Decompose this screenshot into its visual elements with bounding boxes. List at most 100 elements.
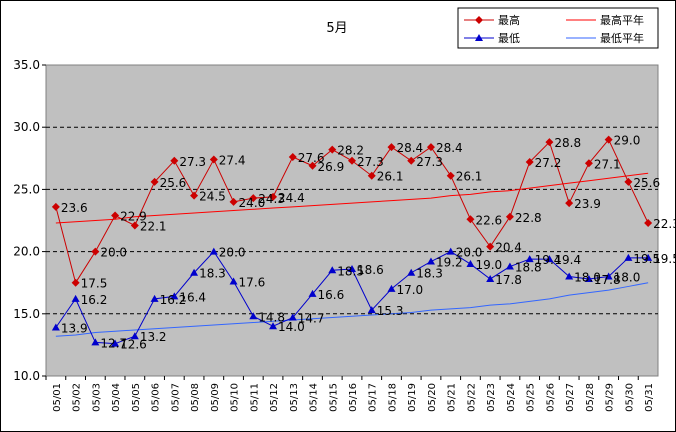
data-point-max <box>249 194 258 203</box>
data-label-min: 19.4 <box>535 253 562 267</box>
data-point-max <box>644 218 653 227</box>
x-tick-label: 05/23 <box>486 383 497 412</box>
legend: 最高 最高平年 最低 最低平年 <box>457 7 659 49</box>
data-label-min: 16.2 <box>81 293 108 307</box>
data-point-max <box>71 278 80 287</box>
y-tick-label: 10.0 <box>13 369 40 383</box>
data-point-min <box>308 289 317 297</box>
data-point-min <box>111 339 120 347</box>
data-label-max: 27.3 <box>357 155 384 169</box>
x-tick-label: 05/06 <box>151 383 162 412</box>
series-line <box>55 172 649 224</box>
x-tick-label: 05/09 <box>210 383 221 412</box>
data-point-max <box>288 153 297 162</box>
data-point-min <box>525 255 534 263</box>
data-label-min: 12.6 <box>120 338 147 352</box>
x-tick-label: 05/15 <box>328 383 339 412</box>
data-label-min: 17.6 <box>239 275 266 289</box>
data-label-min: 18.6 <box>357 263 384 277</box>
data-point-max <box>269 192 278 201</box>
x-tick-label: 05/01 <box>52 383 63 412</box>
data-label-max: 29.0 <box>614 134 641 148</box>
data-label-min: 18.5 <box>337 264 364 278</box>
data-point-min <box>328 266 337 274</box>
data-point-max <box>446 171 455 180</box>
data-label-max: 24.5 <box>199 190 226 204</box>
data-label-min: 18.0 <box>614 270 641 284</box>
data-label-max: 26.1 <box>377 170 404 184</box>
data-point-max <box>190 191 199 200</box>
data-label-max: 26.1 <box>456 170 483 184</box>
x-tick-label: 05/24 <box>506 383 517 412</box>
data-point-min <box>545 255 554 263</box>
data-label-max: 22.1 <box>140 219 167 233</box>
y-tick-label: 20.0 <box>13 245 40 259</box>
data-label-max: 26.9 <box>318 160 345 174</box>
data-label-min: 15.3 <box>377 304 404 318</box>
legend-marker-triangle <box>475 34 483 41</box>
data-label-min: 16.2 <box>160 293 187 307</box>
data-label-max: 25.6 <box>160 176 187 190</box>
data-point-min <box>229 277 238 285</box>
data-label-min: 17.8 <box>594 273 621 287</box>
data-point-min <box>486 274 495 282</box>
y-axis: 10.0 15.0 20.0 25.0 30.0 35.0 <box>13 58 46 383</box>
data-point-min <box>407 268 416 276</box>
data-label-min: 20.0 <box>456 246 483 260</box>
data-label-min: 19.5 <box>653 252 676 266</box>
data-point-max <box>111 211 120 220</box>
data-label-min: 19.5 <box>633 252 660 266</box>
x-axis: 05/01 05/02 05/03 05/04 05/05 05/06 05/07 05/08… <box>45 376 655 412</box>
data-point-max <box>505 212 514 221</box>
data-label-max: 22.9 <box>120 210 147 224</box>
data-label-max: 20.0 <box>100 246 127 260</box>
x-tick-label: 05/21 <box>447 383 458 412</box>
x-tick-label: 05/26 <box>545 383 556 412</box>
y-tick-label: 25.0 <box>13 182 40 196</box>
data-point-min <box>288 313 297 321</box>
data-label-min: 16.4 <box>179 290 206 304</box>
data-label-min: 19.4 <box>554 253 581 267</box>
data-label-max: 23.9 <box>574 197 601 211</box>
x-tick-label: 05/03 <box>91 383 102 412</box>
data-point-min <box>150 294 159 302</box>
x-tick-label: 05/30 <box>624 383 635 412</box>
data-label-max: 28.2 <box>337 144 364 158</box>
x-tick-label: 05/18 <box>387 383 398 412</box>
x-tick-label: 05/05 <box>131 383 142 412</box>
data-label-min: 17.0 <box>396 283 423 297</box>
data-point-min <box>604 272 613 280</box>
data-point-max <box>348 156 356 165</box>
data-point-max <box>426 143 435 152</box>
data-point-min <box>209 247 218 255</box>
data-label-max: 27.4 <box>219 154 246 168</box>
data-label-max: 25.6 <box>633 176 660 190</box>
data-point-min <box>644 253 653 261</box>
x-tick-label: 05/17 <box>368 383 379 412</box>
y-tick-label: 35.0 <box>13 58 40 72</box>
data-label-max: 24.3 <box>258 192 285 206</box>
x-tick-label: 05/04 <box>111 383 122 412</box>
data-point-max <box>624 177 633 186</box>
x-tick-label: 05/19 <box>407 383 418 412</box>
x-tick-label: 05/31 <box>644 383 655 412</box>
data-point-min <box>249 312 258 320</box>
data-label-min: 18.0 <box>574 270 601 284</box>
series-layer <box>51 135 653 347</box>
x-tick-label: 05/22 <box>466 383 477 412</box>
data-label-min: 18.3 <box>416 267 443 281</box>
y-tick-label: 15.0 <box>13 307 40 321</box>
data-point-max <box>150 177 159 186</box>
data-label-max: 27.1 <box>594 157 621 171</box>
data-label-min: 19.2 <box>436 256 463 270</box>
series-line <box>55 282 649 337</box>
data-point-min <box>348 265 356 273</box>
grid-lines <box>46 126 658 315</box>
data-point-min <box>51 323 60 331</box>
legend-box <box>457 7 659 49</box>
data-label-min: 17.8 <box>495 273 522 287</box>
data-label-min: 18.8 <box>515 261 542 275</box>
data-point-min <box>130 332 139 340</box>
data-label-min: 14.0 <box>278 320 305 334</box>
